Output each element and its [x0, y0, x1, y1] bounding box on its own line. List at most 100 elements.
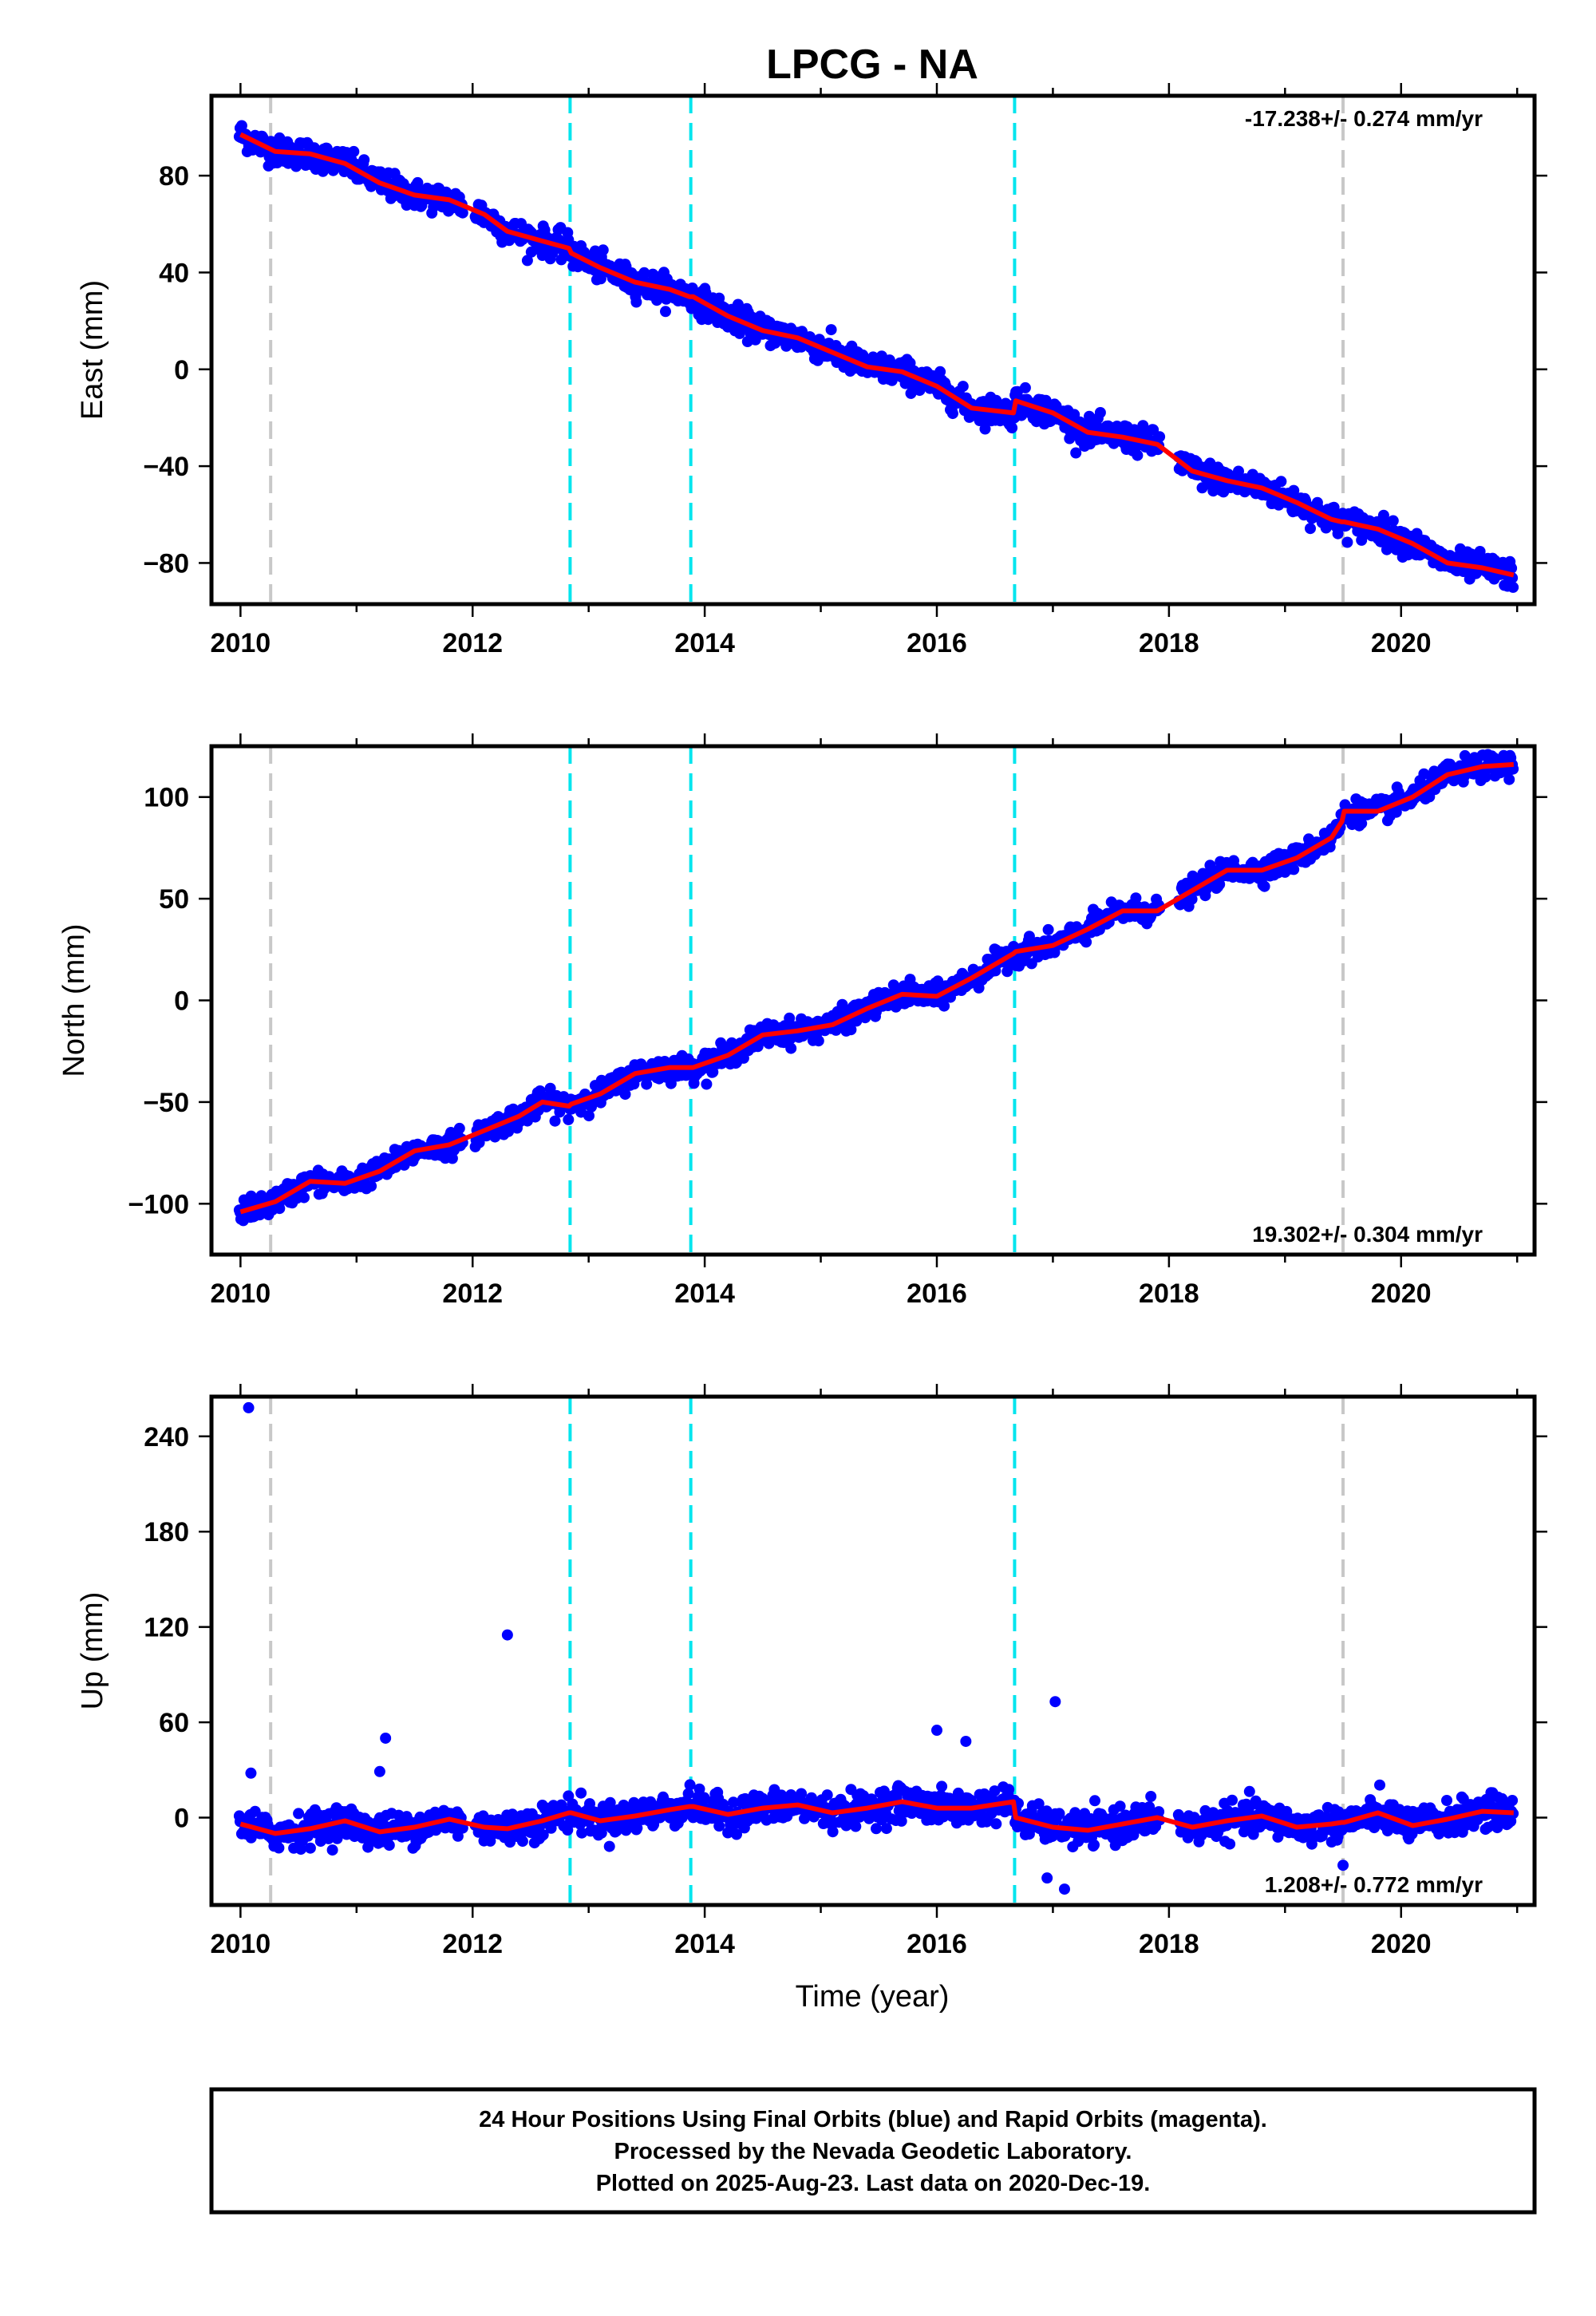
up-x-tick-label: 2014 [674, 1929, 735, 1959]
up-point [936, 1780, 948, 1792]
up-point [1053, 1808, 1065, 1820]
east-x-axis: 2010 2012 2014 2016 2018 2020 [211, 83, 1519, 658]
north-x-tick-label: 2012 [442, 1279, 503, 1309]
north-point [1080, 936, 1092, 948]
east-point [1084, 410, 1095, 422]
up-point [796, 1788, 808, 1800]
north-point [1356, 817, 1368, 829]
up-point [575, 1787, 587, 1799]
up-point [604, 1796, 616, 1808]
east-point [946, 408, 958, 420]
east-y-tick-label: 80 [159, 161, 189, 192]
up-point [326, 1844, 338, 1856]
up-point [682, 1788, 694, 1800]
up-point [841, 1819, 853, 1831]
north-point [641, 1078, 653, 1090]
up-point [1441, 1795, 1452, 1806]
up-plot-area [233, 1397, 1519, 1905]
east-fit-line [239, 132, 1515, 578]
north-point [1042, 923, 1054, 935]
east-point [412, 176, 424, 188]
east-point [825, 324, 837, 336]
up-x-tick-label: 2016 [907, 1929, 967, 1959]
up-point [383, 1840, 395, 1852]
up-point [576, 1827, 588, 1839]
east-point [979, 423, 991, 435]
east-point [1070, 447, 1082, 459]
up-point [895, 1815, 907, 1827]
east-point [1507, 581, 1519, 593]
east-y-tick-label: 0 [174, 355, 189, 385]
up-point [1003, 1784, 1015, 1796]
up-point [1088, 1839, 1100, 1851]
north-point [701, 1078, 713, 1090]
east-point [1207, 485, 1219, 497]
up-outlier-point [1041, 1872, 1053, 1884]
up-point [1281, 1805, 1293, 1817]
up-point [827, 1826, 839, 1838]
up-point [731, 1828, 742, 1840]
up-outlier-point [930, 1725, 942, 1737]
east-rate-label: -17.238+/- 0.274 mm/yr [1245, 106, 1483, 131]
north-point [1258, 880, 1270, 892]
north-point [845, 1024, 857, 1036]
up-point [1114, 1800, 1126, 1812]
up-y-tick-label: 240 [144, 1422, 189, 1452]
east-point [1275, 476, 1287, 488]
up-point [1243, 1785, 1255, 1797]
east-y-tick-label: −40 [143, 452, 189, 482]
north-x-tick-label: 2020 [1371, 1279, 1432, 1309]
up-point [1227, 1794, 1238, 1806]
east-x-tick-label: 2012 [442, 628, 503, 658]
up-x-tick-label: 2012 [442, 1929, 503, 1959]
east-point [597, 244, 609, 256]
east-point [1132, 449, 1144, 461]
east-plot-area [233, 96, 1519, 604]
north-point [812, 1035, 824, 1047]
east-x-tick-label: 2010 [211, 628, 271, 658]
north-point [298, 1192, 310, 1203]
up-frame [209, 1394, 1537, 1907]
chart-title: LPCG - NA [766, 41, 978, 88]
north-point [665, 1077, 677, 1089]
x-axis-label: Time (year) [796, 1980, 950, 2014]
north-point [1503, 773, 1515, 785]
up-x-tick-label: 2018 [1139, 1929, 1199, 1959]
up-point [293, 1808, 305, 1820]
up-point [507, 1808, 519, 1820]
north-y-tick-label: −100 [128, 1189, 189, 1219]
footer-line-3: Plotted on 2025-Aug-23. Last data on 202… [596, 2171, 1151, 2196]
up-point [1089, 1795, 1100, 1807]
east-point [1381, 543, 1393, 555]
east-point [638, 267, 650, 279]
up-point [989, 1785, 1001, 1797]
east-point [1019, 381, 1031, 393]
north-point [1130, 892, 1142, 904]
up-point [880, 1823, 892, 1835]
east-y-tick-label: −80 [143, 548, 189, 579]
up-point [1247, 1828, 1259, 1840]
north-x-tick-label: 2016 [907, 1279, 967, 1309]
up-point [1507, 1795, 1519, 1806]
up-point [698, 1792, 710, 1804]
north-point [544, 1082, 556, 1094]
east-point [521, 255, 533, 267]
up-point [1448, 1827, 1460, 1839]
up-point [693, 1783, 705, 1795]
up-y-tick-label: 0 [174, 1804, 189, 1834]
up-outlier-point [960, 1735, 972, 1747]
footer-box [209, 2087, 1537, 2215]
up-outlier-point [1337, 1860, 1349, 1871]
up-point [304, 1842, 316, 1854]
east-point [1387, 515, 1399, 527]
east-point [1332, 528, 1344, 539]
north-x-tick-label: 2010 [211, 1279, 271, 1309]
up-point [1033, 1798, 1045, 1810]
east-point [934, 366, 946, 377]
up-point [631, 1822, 643, 1834]
up-outlier-point [1058, 1883, 1070, 1895]
north-plot-area [233, 746, 1519, 1255]
north-y-tick-label: 50 [159, 884, 189, 915]
